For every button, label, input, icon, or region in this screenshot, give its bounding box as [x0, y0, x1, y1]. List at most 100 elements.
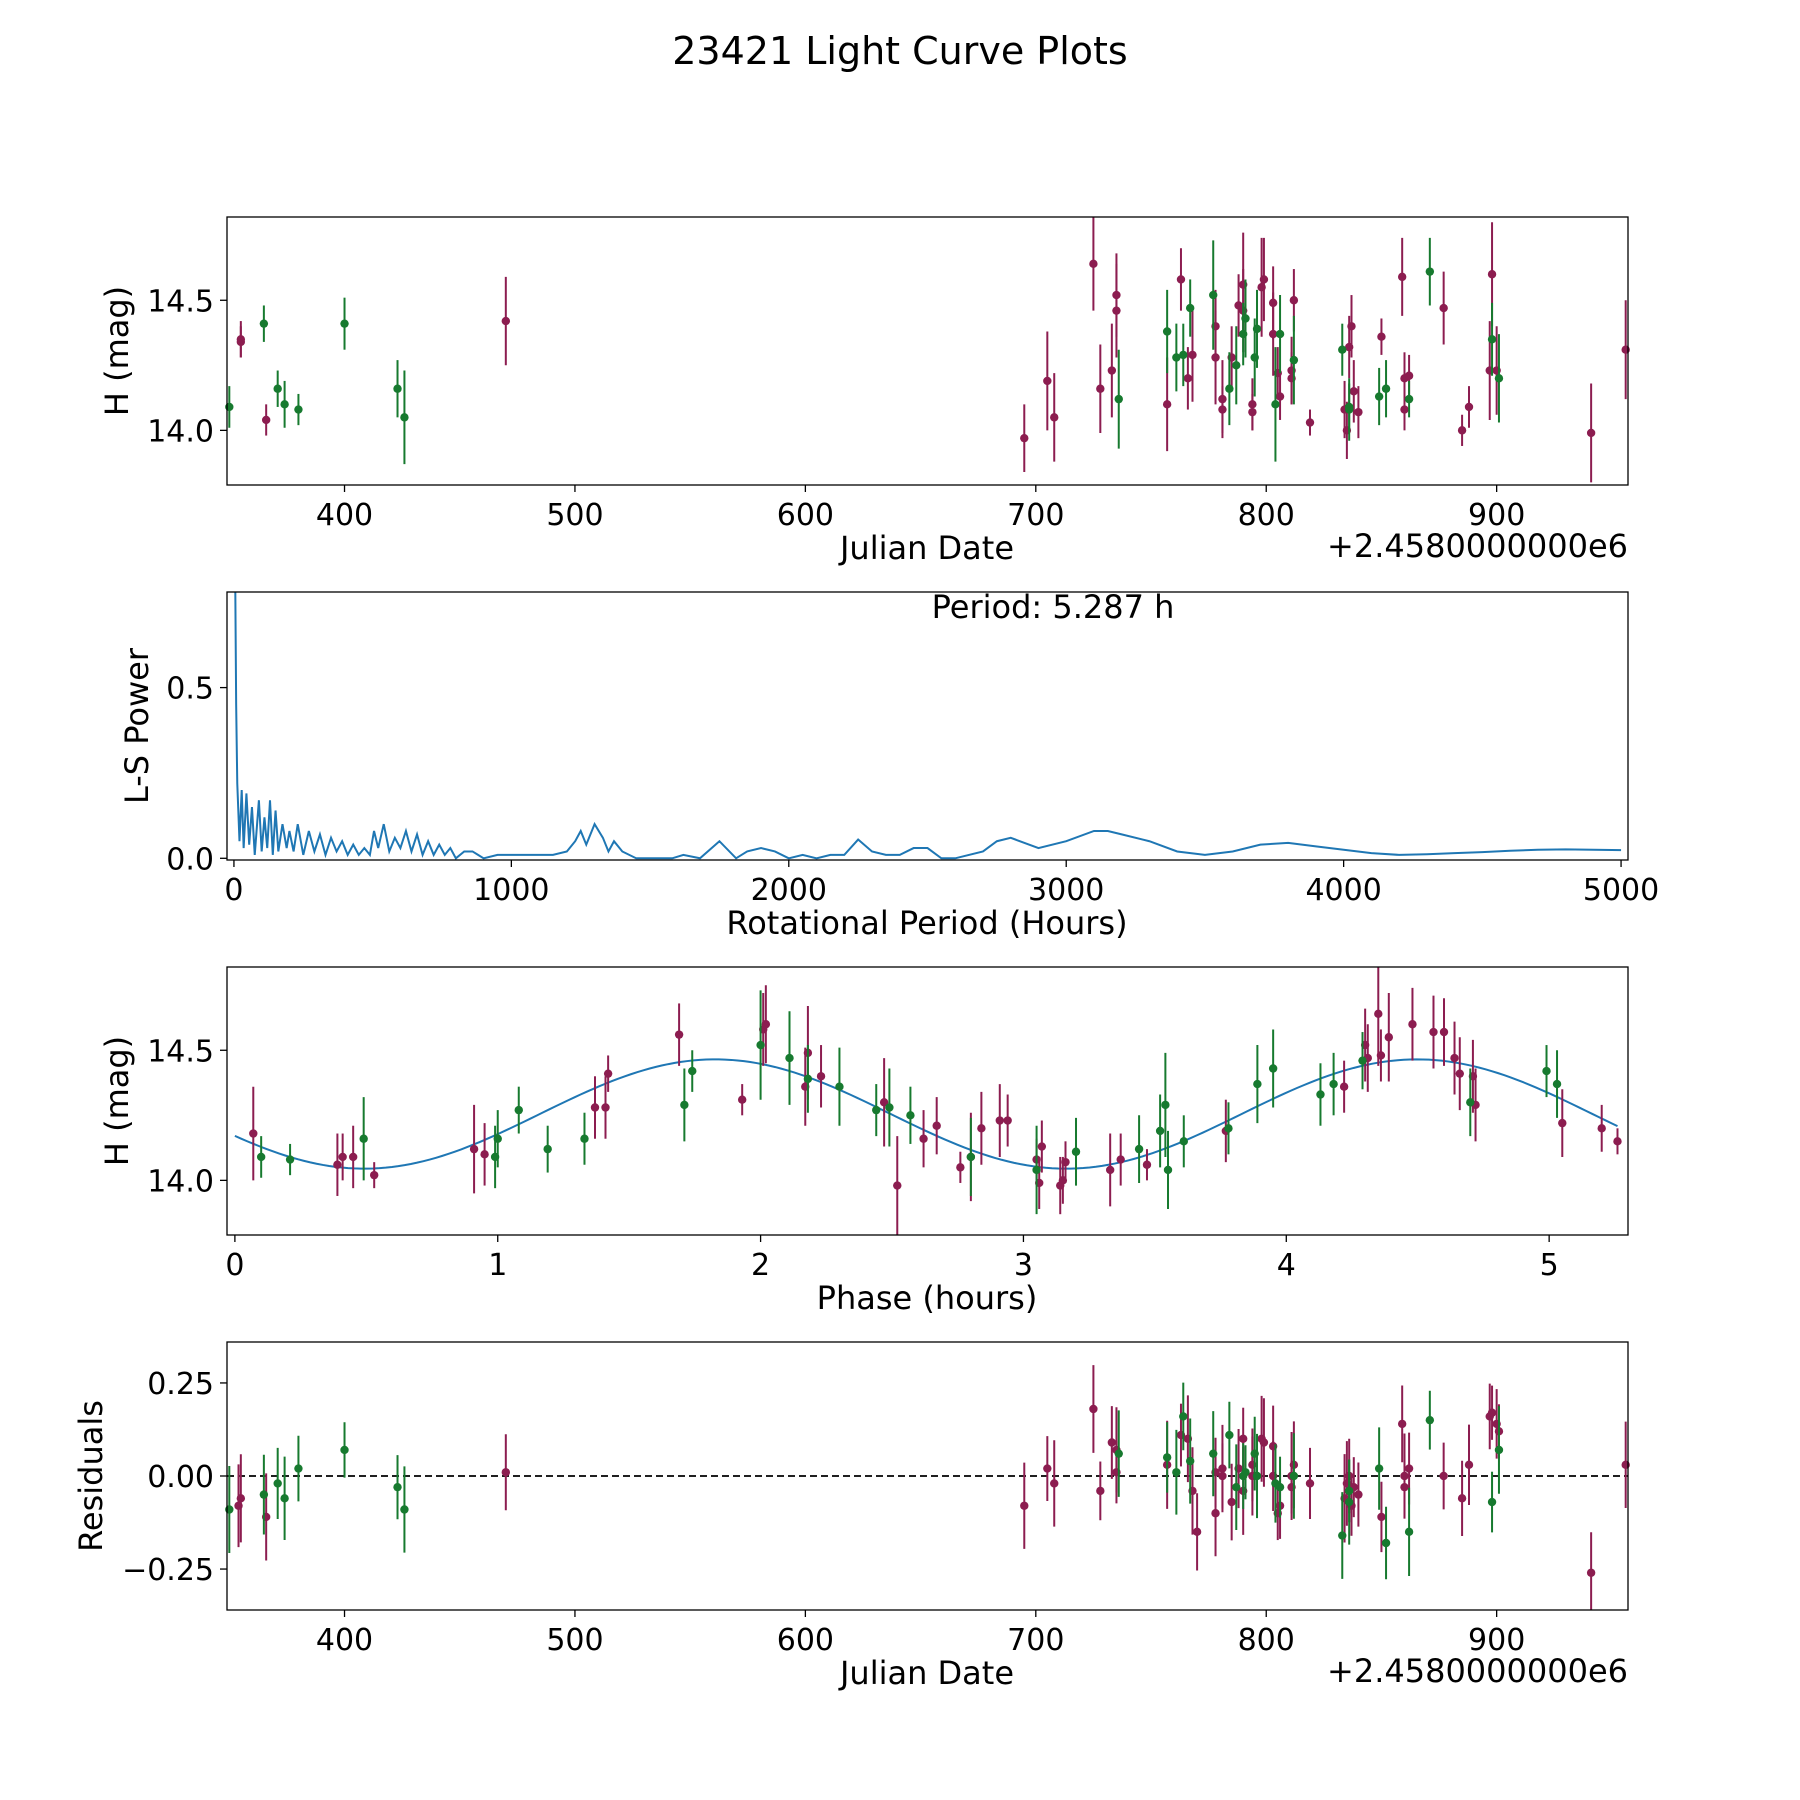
lightcurve-green-point [1425, 267, 1435, 276]
periodogram-x-ticks: 0 1000 2000 3000 4000 5000 [224, 860, 1659, 908]
phased-green-point [966, 1152, 976, 1162]
periodogram-x-tick-label: 3000 [1028, 873, 1104, 908]
lightcurve-green-point [1338, 345, 1347, 354]
periodogram-y-tick-label: 0.5 [166, 672, 214, 707]
lightcurve-purple-point [501, 316, 511, 326]
lightcurve-purple-point [1377, 332, 1386, 341]
residuals-green-point [1289, 1471, 1299, 1481]
lightcurve-green-point [294, 405, 303, 414]
lightcurve-purple-point [1107, 366, 1117, 375]
phased-green-point [1179, 1137, 1188, 1146]
residuals-green-point [280, 1494, 289, 1503]
periodogram-x-tick-label: 0 [224, 873, 243, 908]
lightcurve-purple-point [1020, 433, 1029, 443]
phased-panel: 0 1 2 3 4 5 14.0 14.5 Phase (hours) H (mag) [98, 966, 1629, 1317]
phased-purple-point [1597, 1124, 1606, 1133]
lightcurve-green-point [1225, 384, 1234, 393]
lightcurve-purple-point [1464, 402, 1474, 412]
residuals-ylabel: Residuals [72, 1400, 110, 1552]
residuals-x-tick-label: 800 [1238, 1623, 1295, 1658]
phased-green-point [1542, 1066, 1551, 1076]
lightcurve-y-ticks: 14.0 14.5 [147, 284, 227, 449]
lightcurve-green-point [1114, 394, 1123, 404]
lightcurve-purple-point [1183, 374, 1193, 383]
lightcurve-purple-point [1089, 259, 1098, 269]
residuals-purple-point [1096, 1486, 1105, 1496]
lightcurve-purple-point [1354, 407, 1363, 417]
phased-green-point [1268, 1064, 1278, 1073]
phased-green-point [885, 1103, 894, 1112]
phased-y-tick-label: 14.5 [147, 1034, 214, 1069]
residuals-x-tick-label: 400 [316, 1623, 373, 1658]
lightcurve-green-point [1494, 374, 1504, 383]
phased-axes-frame [226, 966, 1629, 1236]
lightcurve-x-tick-label: 600 [777, 498, 834, 533]
lightcurve-purple-point [1043, 376, 1052, 386]
residuals-x-tick-label: 900 [1468, 1623, 1525, 1658]
lightcurve-green-point [280, 400, 289, 409]
phased-purple-point [1142, 1160, 1152, 1169]
residuals-purple-point [1192, 1527, 1202, 1537]
lightcurve-y-tick-label: 14.0 [147, 414, 214, 449]
phased-purple-point [601, 1103, 610, 1112]
lightcurve-green-point [1162, 327, 1172, 336]
phased-purple-point [603, 1069, 613, 1078]
lightcurve-green-point [1172, 353, 1181, 362]
phased-purple-point [249, 1129, 258, 1138]
lightcurve-green-point [1271, 400, 1280, 409]
phased-ylabel: H (mag) [98, 1036, 136, 1166]
periodogram-y-ticks: 0.0 0.5 [166, 672, 227, 877]
phased-green-point [1329, 1079, 1338, 1089]
periodogram-xlabel: Rotational Period (Hours) [726, 904, 1127, 942]
phased-purple-point [1037, 1142, 1047, 1151]
phased-purple-point [674, 1030, 684, 1039]
residuals-purple-point [1354, 1490, 1363, 1499]
phased-green-point [1032, 1165, 1041, 1175]
phased-x-tick-label: 0 [225, 1248, 244, 1283]
residuals-green-point [273, 1479, 282, 1488]
residuals-purple-point [1211, 1509, 1220, 1518]
phased-purple-point [1003, 1116, 1012, 1125]
lightcurve-marks [225, 217, 1630, 483]
lightcurve-green-point [1487, 335, 1497, 344]
periodogram-ylabel: L-S Power [118, 647, 156, 804]
residuals-green-point [1252, 1471, 1262, 1481]
lightcurve-purple-point [1248, 407, 1257, 417]
residuals-purple-point [1400, 1471, 1409, 1481]
lightcurve-green-point [1209, 290, 1218, 300]
phased-purple-point [1105, 1165, 1115, 1175]
phased-x-tick-label: 1 [488, 1248, 507, 1283]
phased-green-point [359, 1134, 368, 1143]
residuals-purple-point [1377, 1512, 1386, 1522]
phased-y-ticks: 14.0 14.5 [147, 1034, 227, 1199]
residuals-green-point [1232, 1482, 1241, 1492]
lightcurve-green-point [400, 413, 409, 422]
periodogram-line [234, 591, 1622, 860]
residuals-marks [225, 1365, 1630, 1610]
phased-green-point [1071, 1147, 1081, 1156]
phased-purple-point [977, 1124, 986, 1133]
residuals-purple-point [1227, 1497, 1236, 1507]
phased-green-point [1224, 1124, 1233, 1133]
residuals-green-point [1185, 1456, 1195, 1466]
residuals-green-point [1275, 1482, 1285, 1492]
phased-green-point [1466, 1098, 1475, 1107]
phased-purple-point [879, 1098, 889, 1107]
phased-purple-point [469, 1144, 479, 1154]
lightcurve-purple-point [261, 415, 271, 425]
residuals-x-ticks: 400 500 600 700 800 900 [316, 1610, 1525, 1658]
phased-green-point [493, 1134, 502, 1143]
lightcurve-green-point [1374, 392, 1384, 401]
lightcurve-x-ticks: 400 500 600 700 800 900 [316, 485, 1525, 533]
phased-green-point [872, 1105, 881, 1115]
residuals-green-point [1494, 1445, 1504, 1455]
residuals-green-point [1179, 1412, 1188, 1421]
periodogram-panel: 0 1000 2000 3000 4000 5000 0.0 0.5 Period: 5.2… [118, 588, 1659, 942]
phased-purple-point [480, 1150, 489, 1159]
phased-purple-point [1455, 1069, 1464, 1078]
phased-xlabel: Phase (hours) [817, 1279, 1038, 1317]
phased-green-point [1161, 1100, 1170, 1110]
residuals-green-point [1162, 1453, 1172, 1462]
residuals-y-tick-label: −0.25 [122, 1553, 214, 1588]
lightcurve-x-offset: +2.4580000000e6 [1327, 527, 1628, 565]
